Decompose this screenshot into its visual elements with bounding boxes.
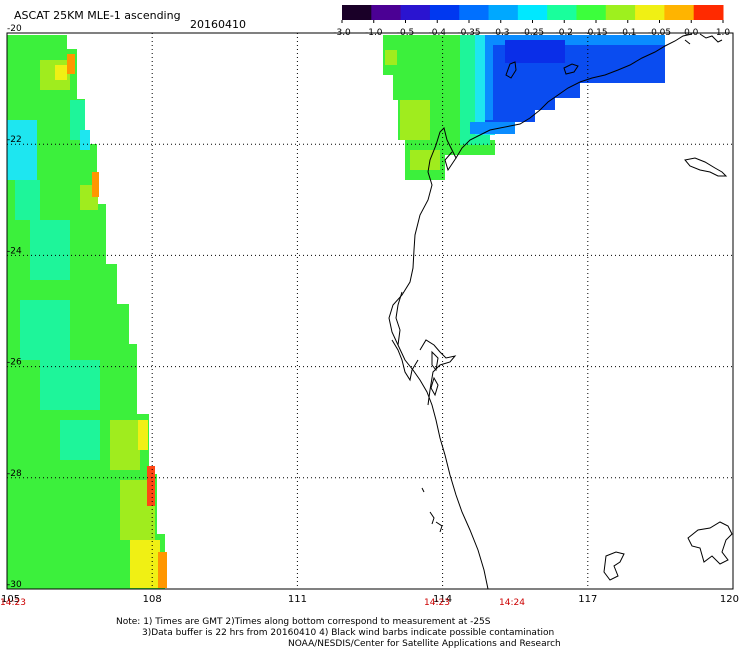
color-scale-segment: [400, 5, 431, 20]
note-line-3: NOAA/NESDIS/Center for Satellite Applica…: [288, 639, 561, 649]
longitude-labels: 105 108 111 114 117 120: [1, 594, 739, 605]
color-scale-bar: [342, 5, 724, 20]
longitude-label: 111: [288, 594, 307, 605]
color-scale-segment: [664, 5, 695, 20]
color-scale-segment: [459, 5, 490, 20]
color-scale-segment: [576, 5, 607, 20]
color-scale-segment: [635, 5, 665, 20]
longitude-label: 105: [1, 594, 20, 605]
product-title: ASCAT 25KM MLE-1 ascending: [14, 9, 181, 22]
latitude-label: -28: [7, 469, 22, 479]
color-scale-segment: [429, 5, 460, 20]
latitude-label: -22: [7, 135, 22, 145]
longitude-label: 117: [578, 594, 597, 605]
color-scale-segment: [517, 5, 548, 20]
wind-swath-data: [7, 35, 665, 589]
time-label-right: 14:24: [499, 598, 525, 608]
color-scale-segment: [547, 5, 577, 20]
time-label-middle: 14:23: [424, 598, 450, 608]
color-scale-segment: [488, 5, 519, 20]
note-line-2: 3)Data buffer is 22 hrs from 20160410 4)…: [142, 628, 555, 638]
coastline: [388, 33, 733, 590]
map-frame: [6, 32, 734, 590]
lat-lon-grid: [7, 33, 733, 589]
color-scale-segment: [693, 5, 724, 20]
color-scale-segment: [342, 5, 372, 20]
color-scale-segment: [605, 5, 636, 20]
western-swath: [7, 35, 167, 589]
color-scale-segment: [371, 5, 402, 20]
latitude-label: -30: [7, 580, 22, 590]
northeastern-swath: [383, 35, 665, 180]
latitude-label: -20: [7, 24, 22, 34]
latitude-label: -24: [7, 246, 22, 256]
latitude-label: -26: [7, 358, 22, 368]
note-line-1: Note: 1) Times are GMT 2)Times along bot…: [116, 617, 491, 627]
longitude-label: 120: [720, 594, 739, 605]
longitude-label: 108: [143, 594, 162, 605]
time-label-left: 14:23: [0, 598, 26, 608]
product-date: 20160410: [190, 18, 246, 31]
latitude-labels: -20 -22 -24 -26 -28 -30: [7, 24, 22, 590]
longitude-label: 114: [433, 594, 452, 605]
